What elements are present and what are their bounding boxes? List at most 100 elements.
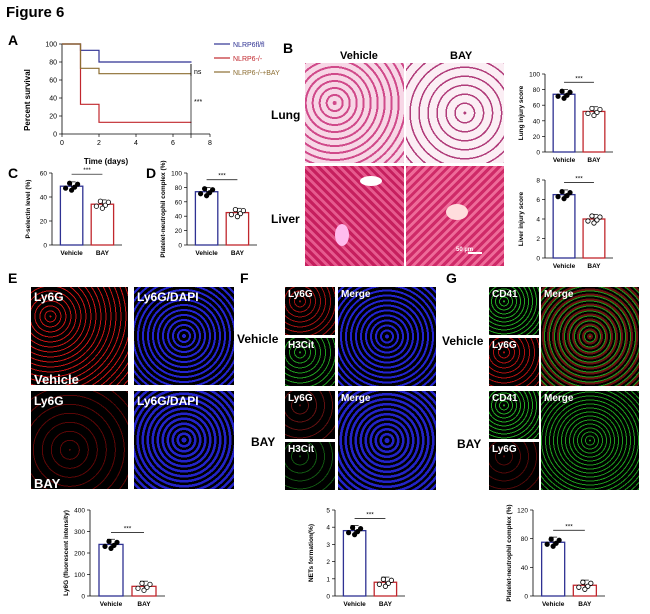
g-bay-merge-image bbox=[541, 391, 639, 490]
data-point bbox=[102, 543, 108, 550]
f-label-merge-1: Merge bbox=[341, 289, 371, 300]
data-point bbox=[561, 95, 567, 101]
data-point bbox=[147, 581, 153, 587]
bar-category-label: BAY bbox=[137, 601, 151, 608]
e-label-tl: Ly6G bbox=[34, 290, 64, 304]
bar-chart-b-liver: 0 2 4 6 8 Vehicle BAY *** Liver injury score bbox=[518, 176, 613, 270]
bar-ytick-label: 20 bbox=[533, 134, 541, 141]
bar-ytick-label: 60 bbox=[533, 103, 541, 110]
g-bay-cd41-image bbox=[489, 391, 539, 439]
data-point bbox=[591, 112, 597, 119]
bar-ytick-label: 4 bbox=[536, 217, 540, 224]
data-point bbox=[72, 184, 78, 190]
data-point bbox=[210, 187, 216, 193]
bar-ylabel: Liver injury score bbox=[518, 192, 525, 247]
row-label-liver: Liver bbox=[271, 212, 300, 226]
bar-ytick-label: 4 bbox=[326, 525, 330, 532]
bar-category-label: Vehicle bbox=[100, 601, 123, 608]
data-point bbox=[576, 584, 582, 590]
data-point bbox=[380, 576, 386, 582]
panel-label-b: B bbox=[283, 40, 294, 56]
sig-label: *** bbox=[124, 525, 132, 532]
bar-ytick-label: 60 bbox=[175, 199, 183, 206]
bar-ytick-label: 400 bbox=[74, 508, 85, 515]
bar-ytick-label: 60 bbox=[40, 171, 48, 178]
f-label-h3cit-1: H3Cit bbox=[288, 340, 315, 351]
survival-ylabel: Percent survival bbox=[23, 69, 32, 131]
sig-label: *** bbox=[575, 176, 583, 183]
bar-ytick-label: 0 bbox=[326, 594, 330, 601]
data-point bbox=[555, 93, 561, 99]
bar-ylabel: Platelet-neutrophil complex (%) bbox=[160, 160, 167, 257]
g-bay-ly6g-image bbox=[489, 442, 539, 490]
data-point bbox=[99, 205, 106, 211]
data-point bbox=[564, 193, 570, 199]
bar-ylabel: Lung injury score bbox=[518, 85, 525, 140]
e-label-bay: BAY bbox=[34, 476, 61, 491]
data-point bbox=[198, 191, 204, 197]
g-vehicle-merge-image bbox=[541, 287, 639, 386]
f-label-h3cit-2: H3Cit bbox=[288, 444, 315, 455]
data-point bbox=[585, 110, 591, 117]
data-point bbox=[62, 185, 69, 191]
g-side-vehicle: Vehicle bbox=[442, 334, 484, 348]
legend-label-1: NLRP6fl/fl bbox=[233, 42, 265, 49]
data-point bbox=[589, 105, 595, 112]
data-point bbox=[382, 583, 388, 589]
e-bay-ly6g-image bbox=[31, 391, 128, 489]
data-point bbox=[105, 199, 112, 205]
data-point bbox=[544, 541, 550, 547]
bar-vehicle bbox=[552, 193, 576, 259]
e-label-bl: Ly6G bbox=[34, 394, 64, 408]
data-point bbox=[111, 542, 117, 549]
data-point bbox=[114, 539, 120, 546]
bar-chart-d: 0 20 40 60 80 100 Vehicle BAY *** Platelet-neutro… bbox=[160, 160, 257, 258]
liver-vehicle-image bbox=[305, 166, 404, 266]
data-point bbox=[589, 213, 595, 219]
data-point bbox=[234, 214, 240, 220]
panel-label-f: F bbox=[240, 270, 249, 286]
data-point bbox=[555, 194, 561, 200]
bar-ytick-label: 80 bbox=[521, 536, 529, 543]
data-point bbox=[597, 214, 603, 220]
row-label-lung: Lung bbox=[271, 108, 301, 122]
f-label-ly6g-1: Ly6G bbox=[288, 289, 313, 300]
bar-ytick-label: 200 bbox=[74, 551, 85, 558]
bar-vehicle bbox=[98, 543, 124, 597]
bar-ytick-label: 80 bbox=[533, 87, 541, 94]
data-point bbox=[108, 545, 114, 552]
panel-label-e: E bbox=[8, 270, 18, 286]
data-point bbox=[556, 537, 562, 543]
bar-category-label: BAY bbox=[587, 263, 601, 270]
data-point bbox=[202, 186, 208, 192]
data-point bbox=[376, 581, 382, 587]
bar-ytick-label: 8 bbox=[536, 178, 540, 185]
bar-category-label: Vehicle bbox=[553, 157, 576, 164]
f-vehicle-ly6g-image bbox=[285, 287, 335, 335]
data-point bbox=[349, 525, 356, 531]
e-vehicle-merge-image bbox=[134, 287, 234, 385]
legend-label-2: NLRP6-/- bbox=[233, 56, 263, 63]
bar-ylabel: Platelet-neutrophil complex (%) bbox=[506, 504, 513, 601]
survival-xtick-label: 8 bbox=[208, 140, 212, 147]
data-point bbox=[594, 217, 600, 223]
bar-ytick-label: 0 bbox=[81, 594, 85, 601]
survival-ytick-label: 0 bbox=[53, 132, 57, 139]
data-point bbox=[553, 540, 559, 546]
bar-ylabel: Ly6G (fluorescent intensity) bbox=[63, 510, 70, 596]
ns-label: ns bbox=[194, 69, 202, 76]
bar-chart-b-lung: 0 20 40 60 80 100 Vehicle BAY *** Lung injury sco… bbox=[518, 72, 613, 164]
bar-ytick-label: 40 bbox=[533, 118, 541, 125]
panel-label-g: G bbox=[446, 270, 457, 286]
bar-ytick-label: 0 bbox=[43, 243, 47, 250]
bar-ylabel: NETs formation(%) bbox=[308, 524, 315, 582]
bar-chart-e: 0 100 200 300 400 Vehicle BAY *** Ly6G (fluoresc… bbox=[63, 508, 165, 608]
survival-ytick-label: 40 bbox=[49, 96, 57, 103]
bar-ytick-label: 40 bbox=[521, 565, 529, 572]
data-point bbox=[561, 196, 567, 202]
sig-label: *** bbox=[366, 512, 374, 519]
sig-label: *** bbox=[565, 523, 573, 530]
data-point bbox=[550, 543, 556, 549]
